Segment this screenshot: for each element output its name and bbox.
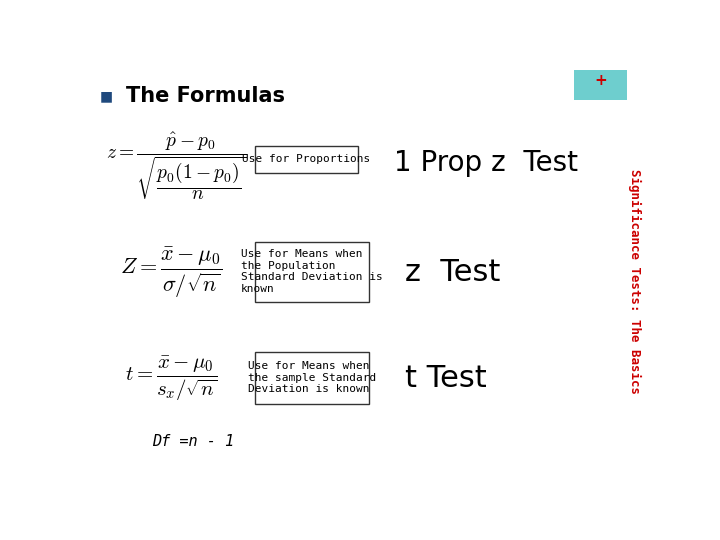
- Text: Use for Means when
the sample Standard
Deviation is known: Use for Means when the sample Standard D…: [248, 361, 376, 394]
- Text: +: +: [594, 73, 607, 88]
- Text: Significance Tests: The Basics: Significance Tests: The Basics: [628, 168, 641, 394]
- Text: Use for Proportions: Use for Proportions: [242, 154, 370, 164]
- Text: The Formulas: The Formulas: [126, 86, 285, 106]
- FancyBboxPatch shape: [255, 352, 369, 404]
- Text: $z = \dfrac{\hat{p} - p_0}{\sqrt{\dfrac{p_0(1-p_0)}{n}}}$: $z = \dfrac{\hat{p} - p_0}{\sqrt{\dfrac{…: [107, 131, 246, 202]
- Text: z  Test: z Test: [405, 258, 500, 287]
- Text: $t = \dfrac{\bar{x} - \mu_0}{s_x/\sqrt{n}}$: $t = \dfrac{\bar{x} - \mu_0}{s_x/\sqrt{n…: [125, 355, 217, 403]
- Text: 1 Prop z  Test: 1 Prop z Test: [394, 148, 578, 177]
- Text: Use for Means when
the Population
Standard Deviation is
known: Use for Means when the Population Standa…: [241, 249, 383, 294]
- FancyBboxPatch shape: [255, 241, 369, 302]
- Text: Df =n - 1: Df =n - 1: [152, 434, 234, 449]
- Text: $Z = \dfrac{\bar{x} - \mu_0}{\sigma/\sqrt{n}}$: $Z = \dfrac{\bar{x} - \mu_0}{\sigma/\sqr…: [120, 245, 222, 300]
- FancyBboxPatch shape: [575, 70, 627, 100]
- FancyBboxPatch shape: [255, 146, 358, 173]
- Text: t Test: t Test: [405, 364, 487, 393]
- Text: ■: ■: [100, 89, 113, 103]
